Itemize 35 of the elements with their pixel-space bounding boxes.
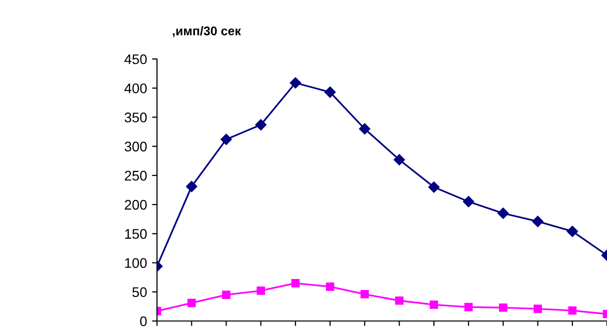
point (186, 180, 198, 192)
y-tick-label: 200 (124, 200, 147, 210)
point (359, 123, 370, 134)
y-tick-label: 150 (125, 229, 147, 239)
point (255, 119, 266, 130)
point (326, 282, 334, 291)
point (498, 208, 509, 219)
point (394, 154, 405, 166)
point (566, 226, 578, 237)
point (222, 290, 230, 299)
point (395, 296, 404, 305)
y-tick-label: 400 (124, 83, 147, 94)
point (290, 77, 302, 88)
point (324, 86, 336, 98)
point (568, 306, 577, 315)
point (534, 304, 542, 313)
y-axis-title: ,имп/30 сек (172, 26, 241, 38)
point (532, 216, 544, 228)
y-tick-label: 350 (124, 112, 147, 122)
y-tick-label: 300 (124, 142, 147, 152)
point (464, 302, 473, 312)
point (462, 196, 474, 208)
point (360, 290, 369, 298)
point (187, 298, 196, 308)
y-tick-label: 250 (124, 170, 147, 181)
y-tick-label: 0 (140, 316, 147, 326)
point (291, 278, 300, 288)
point (256, 286, 266, 295)
point (430, 300, 438, 309)
y-tick-label: 450 (124, 54, 147, 64)
y-tick-label: 50 (132, 287, 147, 298)
point (498, 303, 508, 312)
point (220, 134, 232, 145)
y-tick-label: 100 (125, 258, 147, 268)
point (428, 181, 440, 193)
